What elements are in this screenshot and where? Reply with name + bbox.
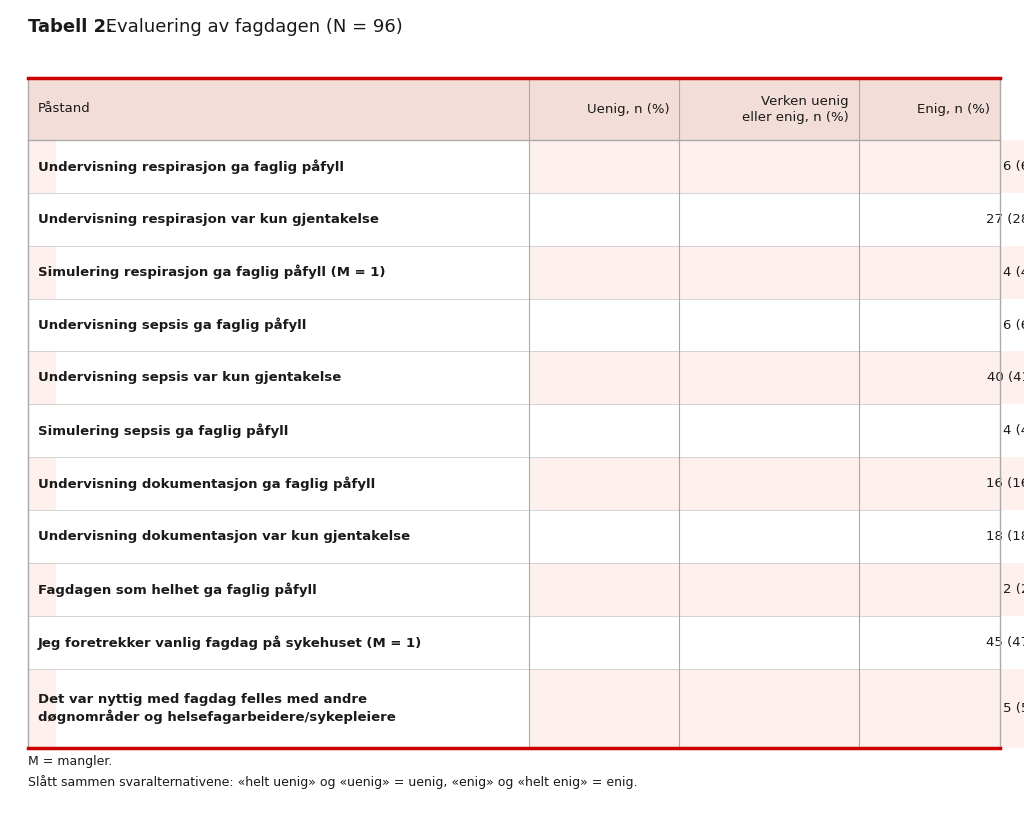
Bar: [28, 140, 56, 193]
Text: Undervisning respirasjon var kun gjentakelse: Undervisning respirasjon var kun gjentak…: [38, 212, 379, 225]
Bar: [679, 352, 1024, 405]
Text: Påstand: Påstand: [38, 103, 91, 116]
Bar: [528, 246, 1024, 299]
Text: 4 (4,2): 4 (4,2): [1004, 424, 1024, 437]
Bar: [528, 405, 1024, 457]
Text: Slått sammen svaralternativene: «helt uenig» og «uenig» = uenig, «enig» og «helt: Slått sammen svaralternativene: «helt ue…: [28, 775, 638, 789]
Text: Undervisning dokumentasjon var kun gjentakelse: Undervisning dokumentasjon var kun gjent…: [38, 530, 411, 543]
Text: Undervisning sepsis ga faglig påfyll: Undervisning sepsis ga faglig påfyll: [38, 317, 306, 332]
Bar: [528, 299, 1024, 352]
Bar: [28, 510, 56, 563]
Bar: [859, 616, 1024, 668]
Bar: [528, 616, 1024, 668]
Bar: [28, 616, 56, 668]
Text: Verken uenig
eller enig, n (%): Verken uenig eller enig, n (%): [742, 94, 849, 124]
Bar: [28, 405, 56, 457]
Text: M = mangler.: M = mangler.: [28, 755, 113, 768]
Bar: [28, 457, 56, 510]
Bar: [528, 193, 1024, 246]
Bar: [859, 193, 1024, 246]
Text: 5 (5,2): 5 (5,2): [1004, 702, 1024, 715]
Bar: [28, 78, 1000, 748]
Bar: [679, 405, 1024, 457]
Text: 27 (28,1): 27 (28,1): [986, 212, 1024, 225]
Bar: [679, 510, 1024, 563]
Text: Uenig, n (%): Uenig, n (%): [587, 103, 670, 116]
Bar: [528, 457, 1024, 510]
Text: 6 (6,3): 6 (6,3): [1004, 160, 1024, 173]
Bar: [528, 140, 1024, 193]
Bar: [679, 193, 1024, 246]
Bar: [679, 140, 1024, 193]
Text: 6 (6,3): 6 (6,3): [1004, 318, 1024, 331]
Bar: [28, 78, 528, 140]
Bar: [679, 563, 1024, 616]
Text: Det var nyttig med fagdag felles med andre
døgnområder og helsefagarbeidere/syke: Det var nyttig med fagdag felles med and…: [38, 693, 395, 724]
Text: 2 (2,1): 2 (2,1): [1004, 583, 1024, 596]
Text: 16 (16,6): 16 (16,6): [986, 477, 1024, 490]
Bar: [859, 246, 1024, 299]
Bar: [28, 563, 56, 616]
Bar: [859, 140, 1024, 193]
Bar: [679, 78, 859, 140]
Bar: [859, 668, 1024, 748]
Bar: [859, 457, 1024, 510]
Text: Evaluering av fagdagen (N = 96): Evaluering av fagdagen (N = 96): [100, 18, 402, 36]
Bar: [528, 563, 1024, 616]
Text: Undervisning sepsis var kun gjentakelse: Undervisning sepsis var kun gjentakelse: [38, 371, 341, 384]
Text: Simulering sepsis ga faglig påfyll: Simulering sepsis ga faglig påfyll: [38, 423, 289, 438]
Bar: [28, 193, 56, 246]
Text: 40 (41,6): 40 (41,6): [986, 371, 1024, 384]
Text: Simulering respirasjon ga faglig påfyll (M = 1): Simulering respirasjon ga faglig påfyll …: [38, 265, 385, 279]
Bar: [679, 616, 1024, 668]
Bar: [28, 352, 56, 405]
Text: Jeg foretrekker vanlig fagdag på sykehuset (M = 1): Jeg foretrekker vanlig fagdag på sykehus…: [38, 635, 422, 650]
Bar: [528, 352, 1024, 405]
Bar: [859, 352, 1024, 405]
Bar: [528, 510, 1024, 563]
Bar: [859, 405, 1024, 457]
Text: 18 (18,7): 18 (18,7): [986, 530, 1024, 543]
Text: 45 (47,3): 45 (47,3): [986, 636, 1024, 649]
Text: Undervisning dokumentasjon ga faglig påfyll: Undervisning dokumentasjon ga faglig påf…: [38, 476, 375, 491]
Bar: [679, 457, 1024, 510]
Text: Undervisning respirasjon ga faglig påfyll: Undervisning respirasjon ga faglig påfyl…: [38, 160, 344, 173]
Bar: [859, 510, 1024, 563]
Text: Tabell 2.: Tabell 2.: [28, 18, 113, 36]
Bar: [679, 246, 1024, 299]
Bar: [28, 299, 56, 352]
Bar: [679, 668, 1024, 748]
Bar: [859, 299, 1024, 352]
Bar: [28, 668, 56, 748]
Text: 4 (4,2): 4 (4,2): [1004, 265, 1024, 278]
Bar: [679, 299, 1024, 352]
Bar: [28, 246, 56, 299]
Text: Enig, n (%): Enig, n (%): [918, 103, 990, 116]
Bar: [528, 78, 679, 140]
Bar: [528, 668, 1024, 748]
Bar: [859, 563, 1024, 616]
Text: Fagdagen som helhet ga faglig påfyll: Fagdagen som helhet ga faglig påfyll: [38, 582, 316, 597]
Bar: [859, 78, 1000, 140]
